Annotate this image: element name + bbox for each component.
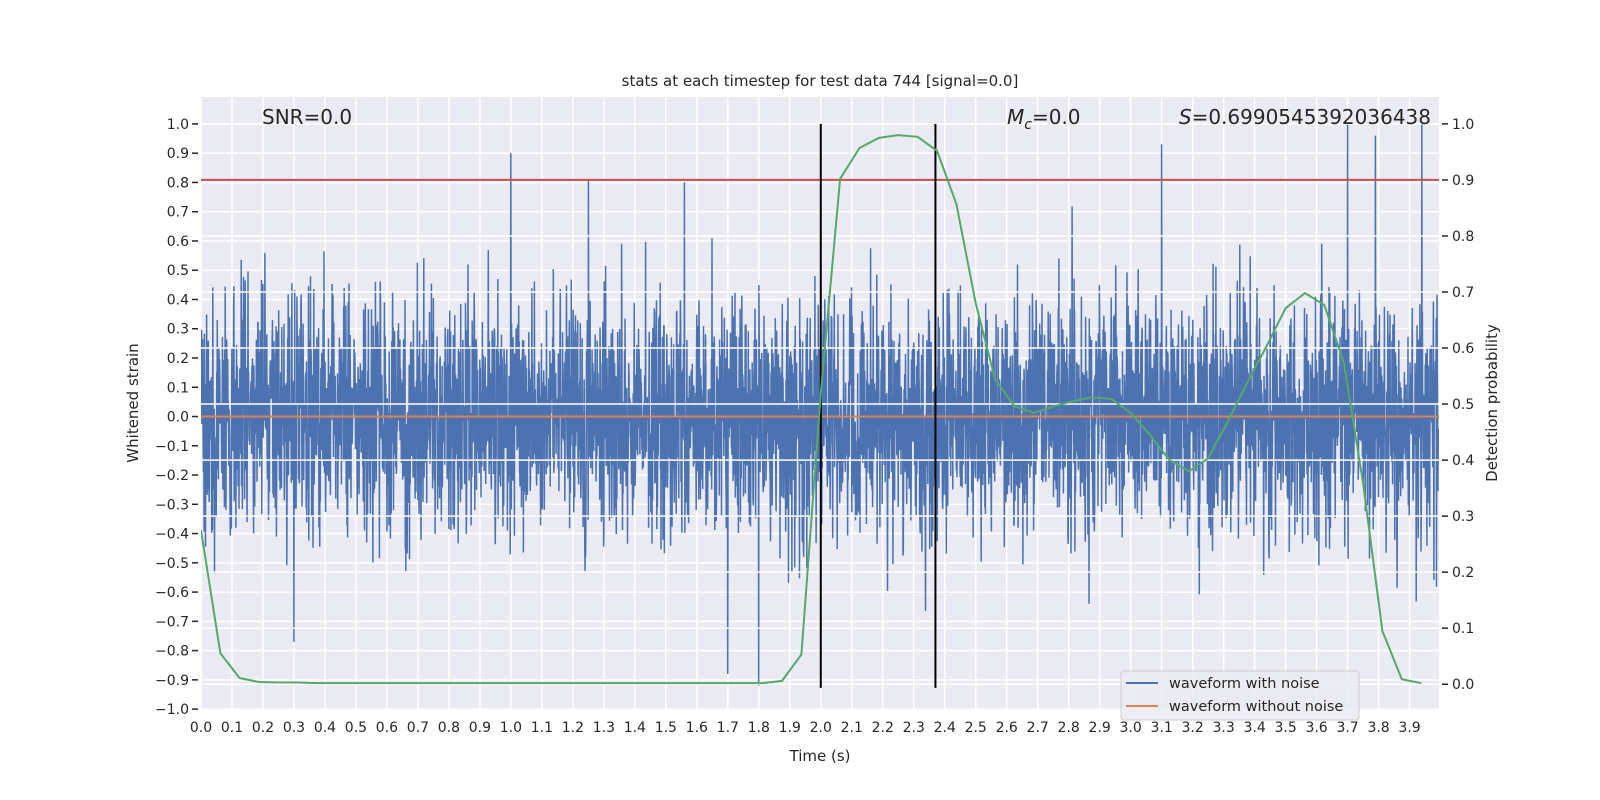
x-tick-label: 3.2: [1182, 720, 1204, 736]
x-tick-label: 2.9: [1089, 720, 1111, 736]
y-axis-left: −1.0 −0.9 −0.8 −0.7 −0.6 −0.5 −0.4 −0.3 −0.2 −0.1…: [155, 117, 198, 718]
x-tick-label: 0.2: [252, 720, 274, 736]
y-tick-label: −0.5: [155, 556, 189, 572]
mc-symbol: M: [1007, 105, 1024, 129]
x-axis: 0.0 0.1 0.2 0.3 0.4 0.5 0.6 0.7 0.8 0.9 1.0 1.1 1.2 1…: [190, 720, 1421, 736]
x-tick-label: 3.4: [1243, 720, 1265, 736]
snr-annotation: SNR=0.0: [262, 105, 352, 129]
y-tick-label: 0.1: [167, 380, 189, 396]
x-tick-label: 1.3: [593, 720, 615, 736]
x-tick-label: 0.3: [283, 720, 305, 736]
y-tick-label: −0.6: [155, 585, 189, 601]
x-tick-label: 3.6: [1305, 720, 1327, 736]
x-tick-label: 0.6: [376, 720, 398, 736]
x-tick-label: 0.0: [190, 720, 212, 736]
x-tick-label: 0.7: [407, 720, 429, 736]
y-tick-label: −0.3: [155, 497, 189, 513]
y-axis-right: 0.0 0.1 0.2 0.3 0.4 0.5 0.6 0.7 0.8 0.9 1.0: [1442, 117, 1474, 693]
y-right-tick-label: 0.4: [1452, 453, 1474, 469]
x-tick-label: 3.3: [1212, 720, 1234, 736]
y-tick-label: −0.9: [155, 673, 189, 689]
y-tick-label: −0.1: [155, 439, 189, 455]
legend-label-noise: waveform with noise: [1169, 676, 1320, 692]
y-right-tick-label: 0.9: [1452, 173, 1474, 189]
x-tick-label: 1.0: [500, 720, 522, 736]
y-right-tick-label: 0.5: [1452, 397, 1474, 413]
y-right-tick-label: 0.7: [1452, 285, 1474, 301]
y-axis-right-label: Detection probability: [1483, 324, 1501, 482]
x-tick-label: 2.2: [872, 720, 894, 736]
x-axis-label: Time (s): [789, 747, 851, 765]
y-right-tick-label: 0.0: [1452, 677, 1474, 693]
y-tick-label: 0.7: [167, 205, 189, 221]
score-annotation: S=0.6990545392036438: [1179, 105, 1431, 129]
y-tick-label: 0.6: [167, 234, 189, 250]
x-tick-label: 2.4: [934, 720, 956, 736]
x-tick-label: 3.7: [1336, 720, 1358, 736]
y-right-tick-label: 0.3: [1452, 509, 1474, 525]
x-tick-label: 2.3: [903, 720, 925, 736]
y-tick-label: 0.4: [167, 292, 189, 308]
legend: waveform with noise waveform without noi…: [1120, 670, 1360, 721]
y-right-tick-label: 0.6: [1452, 341, 1474, 357]
series-detection-probability: [201, 134, 1422, 685]
legend-label-clean: waveform without noise: [1169, 699, 1343, 715]
x-tick-label: 2.8: [1058, 720, 1080, 736]
mc-value: =0.0: [1032, 105, 1081, 129]
x-tick-label: 2.5: [965, 720, 987, 736]
y-right-tick-label: 0.8: [1452, 229, 1474, 245]
y-tick-label: 0.3: [167, 322, 189, 338]
chirp-mass-annotation: Mc=0.0: [1007, 105, 1081, 133]
x-tick-label: 1.6: [686, 720, 708, 736]
y-tick-label: 0.8: [167, 175, 189, 191]
s-symbol: S: [1179, 105, 1192, 129]
x-tick-label: 3.8: [1367, 720, 1389, 736]
s-value: =0.6990545392036438: [1192, 105, 1431, 129]
x-tick-label: 3.5: [1274, 720, 1296, 736]
y-tick-label: 0.2: [167, 351, 189, 367]
y-right-tick-label: 1.0: [1452, 117, 1474, 133]
x-tick-label: 0.1: [221, 720, 243, 736]
y-tick-label: −1.0: [155, 702, 189, 718]
x-tick-label: 2.7: [1027, 720, 1049, 736]
x-tick-label: 1.7: [717, 720, 739, 736]
x-tick-label: 1.4: [624, 720, 646, 736]
x-tick-label: 1.1: [531, 720, 553, 736]
x-tick-label: 3.1: [1151, 720, 1173, 736]
x-tick-label: 2.0: [810, 720, 832, 736]
y-tick-label: −0.7: [155, 614, 189, 630]
x-tick-label: 1.8: [748, 720, 770, 736]
x-tick-label: 0.9: [469, 720, 491, 736]
x-tick-label: 0.5: [345, 720, 367, 736]
y-tick-label: 0.9: [167, 146, 189, 162]
y-right-tick-label: 0.2: [1452, 565, 1474, 581]
x-tick-label: 3.0: [1120, 720, 1142, 736]
x-tick-label: 1.2: [562, 720, 584, 736]
y-right-tick-label: 0.1: [1452, 621, 1474, 637]
y-tick-label: −0.8: [155, 644, 189, 660]
y-tick-label: 1.0: [167, 117, 189, 133]
x-tick-label: 0.8: [438, 720, 460, 736]
x-tick-label: 2.6: [996, 720, 1018, 736]
y-tick-label: −0.4: [155, 527, 189, 543]
mc-subscript: c: [1024, 117, 1032, 133]
x-tick-label: 2.1: [841, 720, 863, 736]
chart-title: stats at each timestep for test data 744…: [622, 72, 1019, 90]
x-tick-label: 1.9: [779, 720, 801, 736]
x-tick-label: 3.9: [1398, 720, 1420, 736]
y-axis-label: Whitened strain: [124, 343, 142, 462]
y-tick-label: 0.5: [167, 263, 189, 279]
x-tick-label: 0.4: [314, 720, 336, 736]
y-tick-label: 0.0: [167, 410, 189, 426]
y-tick-label: −0.2: [155, 468, 189, 484]
x-tick-label: 1.5: [655, 720, 677, 736]
legend-box: [1120, 670, 1360, 721]
